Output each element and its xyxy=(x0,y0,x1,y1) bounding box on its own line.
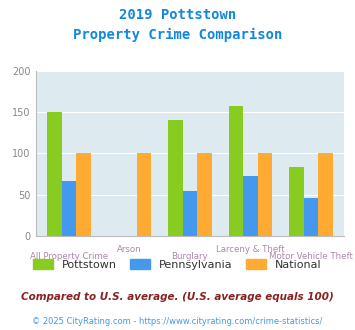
Text: Motor Vehicle Theft: Motor Vehicle Theft xyxy=(269,252,353,261)
Bar xyxy=(183,191,197,236)
Text: All Property Crime: All Property Crime xyxy=(30,252,108,261)
Text: Arson: Arson xyxy=(117,245,142,254)
Bar xyxy=(258,153,272,236)
Text: Compared to U.S. average. (U.S. average equals 100): Compared to U.S. average. (U.S. average … xyxy=(21,292,334,302)
Bar xyxy=(318,153,333,236)
Bar xyxy=(304,198,318,236)
Bar xyxy=(243,176,258,236)
Bar xyxy=(137,153,151,236)
Legend: Pottstown, Pennsylvania, National: Pottstown, Pennsylvania, National xyxy=(29,255,326,274)
Bar xyxy=(61,181,76,236)
Bar xyxy=(168,120,183,236)
Bar xyxy=(76,153,91,236)
Text: 2019 Pottstown: 2019 Pottstown xyxy=(119,8,236,22)
Text: © 2025 CityRating.com - https://www.cityrating.com/crime-statistics/: © 2025 CityRating.com - https://www.city… xyxy=(32,317,323,326)
Bar xyxy=(197,153,212,236)
Bar xyxy=(47,112,61,236)
Text: Property Crime Comparison: Property Crime Comparison xyxy=(73,28,282,42)
Bar xyxy=(289,168,304,236)
Bar xyxy=(229,106,243,236)
Text: Larceny & Theft: Larceny & Theft xyxy=(216,245,285,254)
Text: Burglary: Burglary xyxy=(171,252,208,261)
